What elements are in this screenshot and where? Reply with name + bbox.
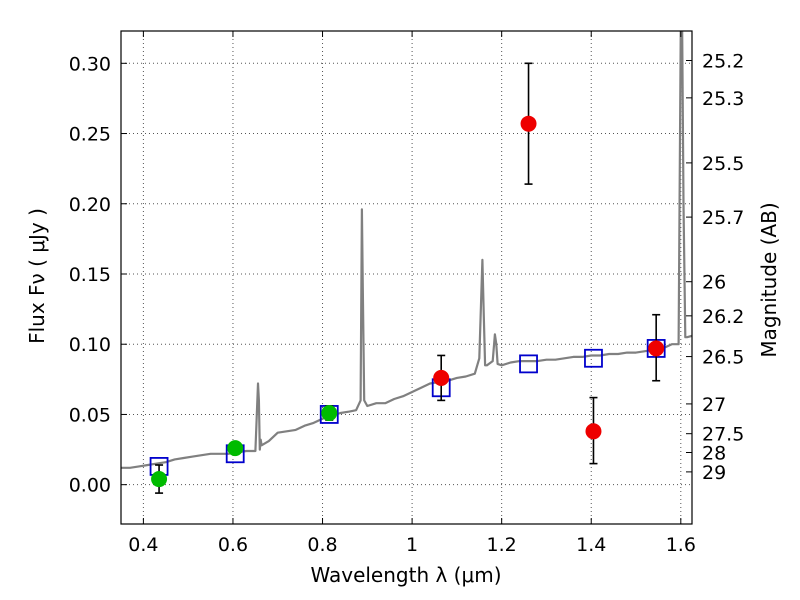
- mag-tick-label: 26.5: [702, 347, 744, 369]
- mag-tick-label: 26.2: [702, 306, 744, 328]
- grid-lines: [121, 31, 692, 524]
- mag-tick-label: 27: [702, 394, 726, 416]
- plot-frame: [120, 30, 693, 525]
- model-photometry-square: [519, 354, 538, 374]
- red-data-point: [433, 369, 450, 386]
- x-tick-label: 1: [406, 534, 418, 556]
- spectrum-layer: [121, 31, 692, 469]
- x-tick-label: 0.4: [128, 534, 158, 556]
- y-tick-label: 0.15: [69, 264, 111, 286]
- y2-axis-label: Magnitude (AB): [757, 202, 781, 357]
- y-tick-label: 0.00: [69, 475, 111, 497]
- mag-tick-label: 27.5: [702, 424, 744, 446]
- y-tick-label: 0.20: [69, 194, 111, 216]
- y-tick-label: 0.30: [69, 53, 111, 75]
- mag-tick-label: 28: [702, 443, 726, 465]
- mag-tick-label: 26: [702, 272, 726, 294]
- mag-tick-label: 25.3: [702, 88, 744, 110]
- red-data-point: [585, 423, 602, 440]
- marker-layer: [149, 62, 666, 494]
- green-data-point: [321, 405, 338, 422]
- mag-tick-label: 29: [702, 462, 726, 484]
- red-data-point: [520, 115, 537, 132]
- green-data-point: [227, 440, 244, 457]
- mag-tick-label: 25.7: [702, 207, 744, 229]
- x-tick-label: 1.2: [487, 534, 517, 556]
- green-data-point: [151, 471, 168, 488]
- red-data-point: [648, 340, 665, 357]
- model-photometry-square: [584, 348, 603, 368]
- y-tick-label: 0.10: [69, 334, 111, 356]
- x-tick-label: 1.4: [576, 534, 606, 556]
- mag-tick-label: 25.5: [702, 153, 744, 175]
- x-tick-label: 0.6: [218, 534, 248, 556]
- y-tick-label: 0.05: [69, 404, 111, 426]
- spectrum-line: [121, 31, 692, 469]
- y-axis-label: Flux Fν ( μJy ): [25, 208, 49, 344]
- x-tick-label: 0.8: [307, 534, 337, 556]
- y-tick-label: 0.25: [69, 124, 111, 146]
- tick-layer: 0.4 0.6 0.8 1 1.2 1.4 1.6 0.00 0.05 0.10 0.15 0.20 0…: [69, 31, 744, 556]
- mag-tick-label: 25.2: [702, 50, 744, 72]
- x-axis-label: Wavelength λ (μm): [310, 563, 501, 587]
- x-tick-label: 1.6: [666, 534, 696, 556]
